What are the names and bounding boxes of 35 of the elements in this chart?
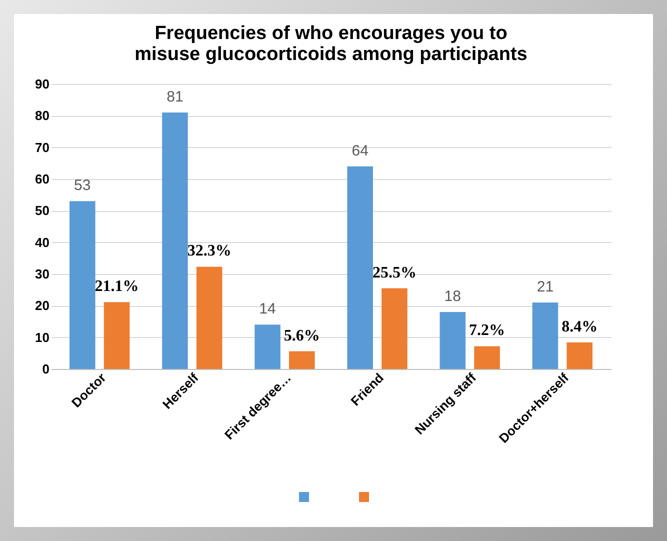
bar [70, 201, 96, 369]
data-label: 64 [352, 142, 368, 160]
y-tick-label: 10 [35, 330, 50, 345]
data-label: 5.6% [284, 327, 320, 344]
data-label: 32.3% [187, 242, 232, 260]
y-tick-label: 90 [35, 76, 50, 92]
bar [382, 288, 408, 369]
bar [347, 166, 373, 369]
y-tick-label: 60 [35, 172, 50, 186]
data-label: 81 [166, 88, 184, 106]
bar [104, 302, 130, 369]
data-label: 18 [444, 288, 461, 305]
data-label: 21.1% [94, 278, 139, 296]
y-tick-label: 30 [35, 266, 50, 282]
y-tick-label: 50 [35, 203, 50, 218]
bar [532, 302, 558, 369]
data-label: 8.4% [562, 318, 598, 336]
bar [289, 351, 315, 369]
bar [474, 346, 500, 369]
y-tick-label: 20 [35, 298, 50, 314]
y-tick-label: 0 [42, 362, 50, 376]
y-tick-label: 40 [35, 234, 50, 250]
data-label: 7.2% [469, 322, 506, 340]
data-label: 21 [536, 278, 554, 296]
bar [196, 266, 222, 369]
bar [254, 324, 280, 369]
y-tick-label: 70 [35, 140, 50, 155]
data-label: 53 [74, 177, 91, 194]
y-tick-label: 80 [35, 108, 50, 124]
bar [162, 112, 188, 369]
data-label: 25.5% [372, 264, 416, 282]
bar [566, 342, 592, 369]
bar [440, 312, 466, 369]
data-label: 14 [259, 300, 276, 318]
chart-title: Frequencies of who encourages you to misuse glucocorticoids among participants [134, 23, 528, 65]
